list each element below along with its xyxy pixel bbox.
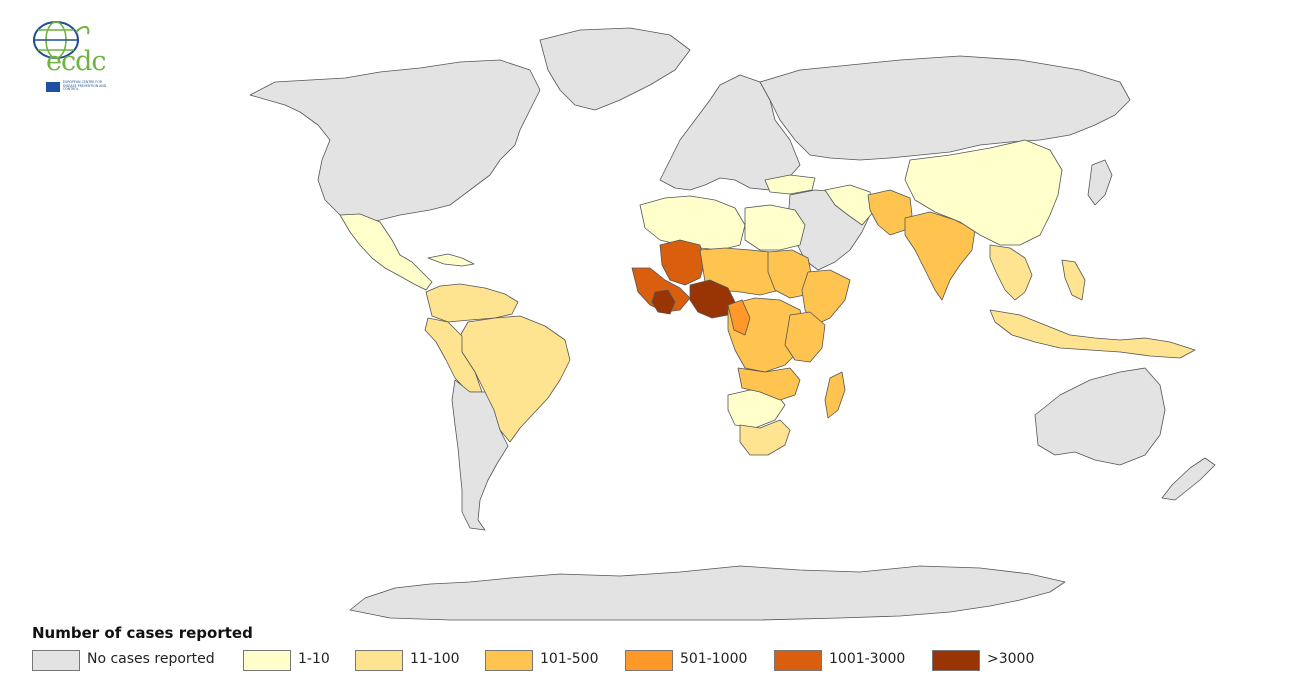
legend-swatch [32,650,80,671]
globe-icon [33,21,90,59]
legend-label: 101-500 [540,651,599,667]
logo-subtitle: EUROPEAN CENTRE FOR DISEASE PREVENTION A… [63,80,107,92]
region-horn-africa [801,269,851,326]
region-north-america [249,59,541,226]
region-south-africa [739,419,791,456]
logo-wordmark: ecdc [46,46,107,77]
region-cameroon [727,299,751,336]
legend-label: 1-10 [298,651,330,667]
legend-swatch [355,650,403,671]
region-caribbean [427,253,475,267]
region-new-zealand [1161,457,1216,501]
region-australia [1034,367,1166,466]
region-philippines [1061,259,1086,301]
legend-swatch [932,650,980,671]
region-central-america [339,213,433,291]
legend-label: 1001-3000 [829,651,906,667]
legend-label: No cases reported [87,651,215,667]
region-mali [659,239,706,286]
region-egypt-libya [744,204,806,251]
region-west-africa [631,267,691,313]
legend-swatch [243,650,291,671]
region-east-africa [784,311,826,363]
region-iran [824,184,876,226]
region-turkey [764,174,816,195]
region-europe [659,74,801,191]
region-japan [1087,159,1113,206]
legend-swatch [774,650,822,671]
region-greenland [539,27,691,111]
legend-swatch [485,650,533,671]
legend-label: >3000 [987,651,1035,667]
region-se-asia [989,244,1033,301]
logo-text: ecdc [46,46,107,77]
region-indonesia [989,309,1196,359]
world-map: ecdc EUROPEAN CENTRE FOR DISEASE PREVENT… [28,20,1216,621]
map-svg [249,27,1216,621]
region-south-america-north [425,283,519,323]
legend-label: 501-1000 [680,651,748,667]
region-north-africa [639,195,746,251]
legend-label: 11-100 [410,651,460,667]
legend-title: Number of cases reported [32,624,253,642]
region-angola-zambia [737,367,801,401]
region-china [904,139,1063,246]
region-southern-cone [451,379,509,531]
eu-flag-icon [46,82,60,92]
region-ghana [651,289,676,315]
ecdc-logo: ecdc EUROPEAN CENTRE FOR DISEASE PREVENT… [28,20,118,100]
region-antarctica [349,565,1066,621]
region-russia [759,55,1131,161]
region-madagascar [824,371,846,419]
legend-swatch [625,650,673,671]
